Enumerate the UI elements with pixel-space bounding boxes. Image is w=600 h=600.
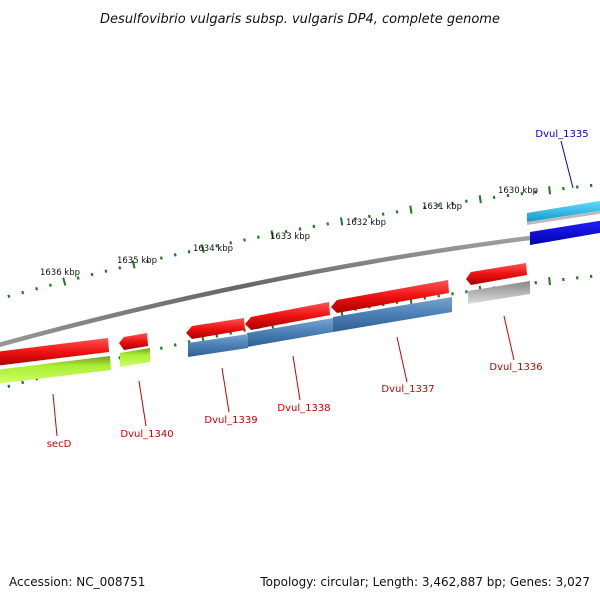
feature-dvul-1339-cds[interactable] — [186, 318, 245, 339]
ruler-label-1631: 1631 kbp — [422, 202, 462, 212]
feature-secd-group — [0, 338, 111, 384]
outer-minor-tick — [437, 203, 440, 207]
gene-label-dvul-1336[interactable]: Dvul_1336 — [489, 362, 542, 373]
feature-dvul-1338-cds[interactable] — [245, 302, 330, 330]
outer-minor-tick — [326, 222, 330, 226]
feature-dvul-1336-gene[interactable] — [468, 281, 530, 304]
outer-minor-tick — [104, 269, 108, 273]
leader-dvul-1339 — [221, 367, 230, 413]
feature-dvul-1337-group — [331, 280, 452, 332]
outer-minor-tick — [381, 212, 385, 216]
outer-tick-ring — [7, 183, 593, 298]
outer-minor-tick — [354, 217, 357, 221]
outer-major-tick — [62, 277, 67, 286]
outer-minor-tick — [312, 224, 316, 229]
leader-dvul-1335 — [560, 140, 574, 189]
outer-minor-tick — [49, 283, 52, 287]
leader-dvul-1337 — [396, 336, 408, 383]
outer-major-tick — [270, 230, 274, 239]
outer-major-tick — [409, 205, 413, 214]
outer-minor-tick — [76, 276, 80, 280]
leader-secd — [52, 393, 58, 437]
feature-dvul-1340-gene[interactable] — [120, 348, 150, 367]
feature-dvul-1337-cds[interactable] — [331, 280, 449, 313]
gene-label-dvul-1337[interactable]: Dvul_1337 — [381, 384, 434, 395]
feature-dvul-1340-group — [119, 333, 150, 367]
genome-backbone — [0, 227, 600, 347]
gene-labels: Dvul_1335 Dvul_1336 Dvul_1337 Dvul_1338 … — [47, 129, 589, 450]
feature-dvul-1338-group — [245, 302, 333, 347]
leader-dvul-1336 — [503, 315, 515, 361]
ruler-label-1633: 1633 kbp — [270, 232, 310, 242]
inner-minor-tick — [437, 294, 440, 298]
feature-secd-cds[interactable] — [0, 338, 109, 366]
outer-minor-tick — [423, 205, 427, 210]
gene-label-dvul-1340[interactable]: Dvul_1340 — [120, 429, 173, 440]
ruler-label-1635: 1635 kbp — [117, 256, 157, 266]
inner-minor-tick — [159, 346, 163, 350]
outer-minor-tick — [35, 287, 39, 291]
outer-minor-tick — [284, 230, 288, 234]
outer-minor-tick — [368, 214, 371, 219]
outer-minor-tick — [187, 250, 191, 254]
outer-minor-tick — [118, 266, 122, 270]
inner-minor-tick — [173, 343, 177, 347]
gene-label-secd[interactable]: secD — [47, 439, 72, 450]
inner-major-tick — [548, 276, 551, 286]
inner-minor-tick — [118, 356, 122, 360]
feature-blue-cds[interactable] — [530, 220, 600, 245]
feature-grey-strip — [527, 210, 600, 225]
ruler-label-1630: 1630 kbp — [498, 186, 538, 196]
outer-minor-tick — [257, 235, 260, 239]
feature-dvul-1336-cds[interactable] — [466, 263, 527, 285]
outer-minor-tick — [243, 238, 246, 242]
gene-label-dvul-1338[interactable]: Dvul_1338 — [277, 403, 330, 414]
accession-text: Accession: NC_008751 — [9, 575, 145, 589]
ruler-label-1634: 1634 kbp — [193, 244, 233, 254]
outer-minor-tick — [173, 253, 177, 257]
inner-minor-tick — [7, 384, 11, 388]
inner-minor-tick — [21, 380, 25, 385]
label-leaders — [52, 140, 574, 437]
outer-minor-tick — [21, 290, 25, 295]
map-title: Desulfovibrio vulgaris subsp. vulgaris D… — [100, 12, 500, 27]
outer-major-tick — [201, 244, 205, 253]
outer-minor-tick — [159, 256, 163, 260]
feature-dvul-1337-gene[interactable] — [333, 297, 452, 332]
feature-dvul-1339-group — [186, 318, 248, 357]
gene-label-dvul-1335[interactable]: Dvul_1335 — [535, 129, 588, 140]
feature-trna-cyan[interactable] — [527, 200, 600, 222]
outer-major-tick — [131, 260, 136, 269]
outer-minor-tick — [7, 294, 11, 298]
genome-summary-text: Topology: circular; Length: 3,462,887 bp… — [259, 575, 590, 589]
outer-minor-tick — [229, 241, 233, 245]
feature-dvul-1339-gene[interactable] — [188, 334, 248, 357]
outer-minor-tick — [90, 272, 94, 277]
outer-major-tick — [548, 186, 551, 195]
feature-dvul-1340-cds[interactable] — [119, 333, 148, 350]
ruler-label-1636: 1636 kbp — [40, 268, 80, 278]
outer-minor-tick — [215, 244, 219, 248]
outer-minor-tick — [146, 259, 149, 263]
feature-secd-gene[interactable] — [0, 356, 111, 384]
ruler-labels: 1630 kbp 1631 kbp 1632 kbp 1633 kbp 1634… — [40, 186, 538, 278]
outer-minor-tick — [395, 210, 399, 214]
leader-dvul-1340 — [138, 380, 147, 427]
inner-minor-tick — [215, 334, 219, 338]
outer-major-tick — [339, 217, 344, 226]
feature-dvul-1335-group — [527, 200, 600, 245]
feature-dvul-1338-gene[interactable] — [247, 318, 333, 347]
ruler-label-1632: 1632 kbp — [346, 218, 386, 228]
leader-dvul-1338 — [292, 355, 301, 401]
gene-label-dvul-1339[interactable]: Dvul_1339 — [204, 415, 257, 426]
outer-minor-tick — [298, 227, 302, 231]
outer-major-tick — [478, 195, 482, 204]
feature-dvul-1336-group — [466, 263, 530, 304]
